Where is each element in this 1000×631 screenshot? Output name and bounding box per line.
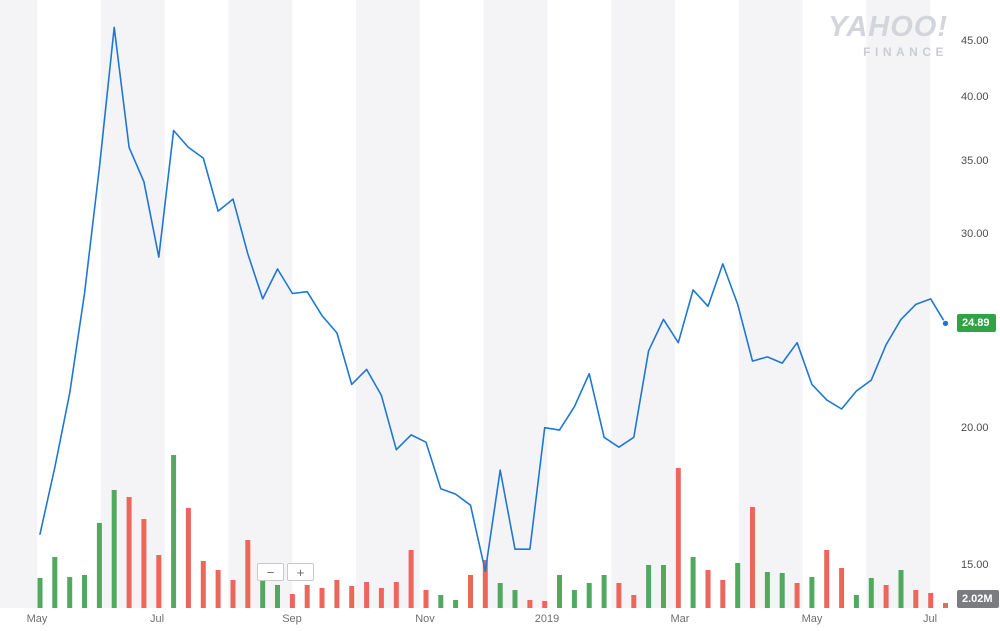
month-bands [0,0,931,608]
yahoo-finance-logo: YAHOO! FINANCE [828,11,948,60]
y-axis-label: 35.00 [961,155,989,167]
volume-badge: 2.02M [957,590,999,608]
y-axis-label: 15.00 [961,559,989,571]
x-axis-label: Jul [922,613,938,625]
zoom-out-button[interactable]: − [257,563,284,581]
finance-logo-text: FINANCE [863,45,948,59]
x-axis-label: May [801,613,823,625]
zoom-controls: − + [257,563,314,581]
volume-bars [37,455,948,608]
y-axis-label: 20.00 [961,422,989,434]
x-axis-label: May [26,613,48,625]
y-axis-label: 45.00 [961,35,989,47]
price-badge: 24.89 [957,314,996,332]
zoom-in-button[interactable]: + [287,563,314,581]
x-axis-label: Mar [670,613,690,625]
x-axis-label: Sep [282,613,302,625]
x-axis-label: 2019 [534,613,560,625]
y-axis-label: 30.00 [961,228,989,240]
price-line [39,26,950,573]
x-axis-label: Jul [149,613,165,625]
x-axis-label: Nov [415,613,435,625]
y-axis-label: 40.00 [961,91,989,103]
last-price-dot [941,319,950,328]
yahoo-logo-text: YAHOO! [828,11,948,43]
